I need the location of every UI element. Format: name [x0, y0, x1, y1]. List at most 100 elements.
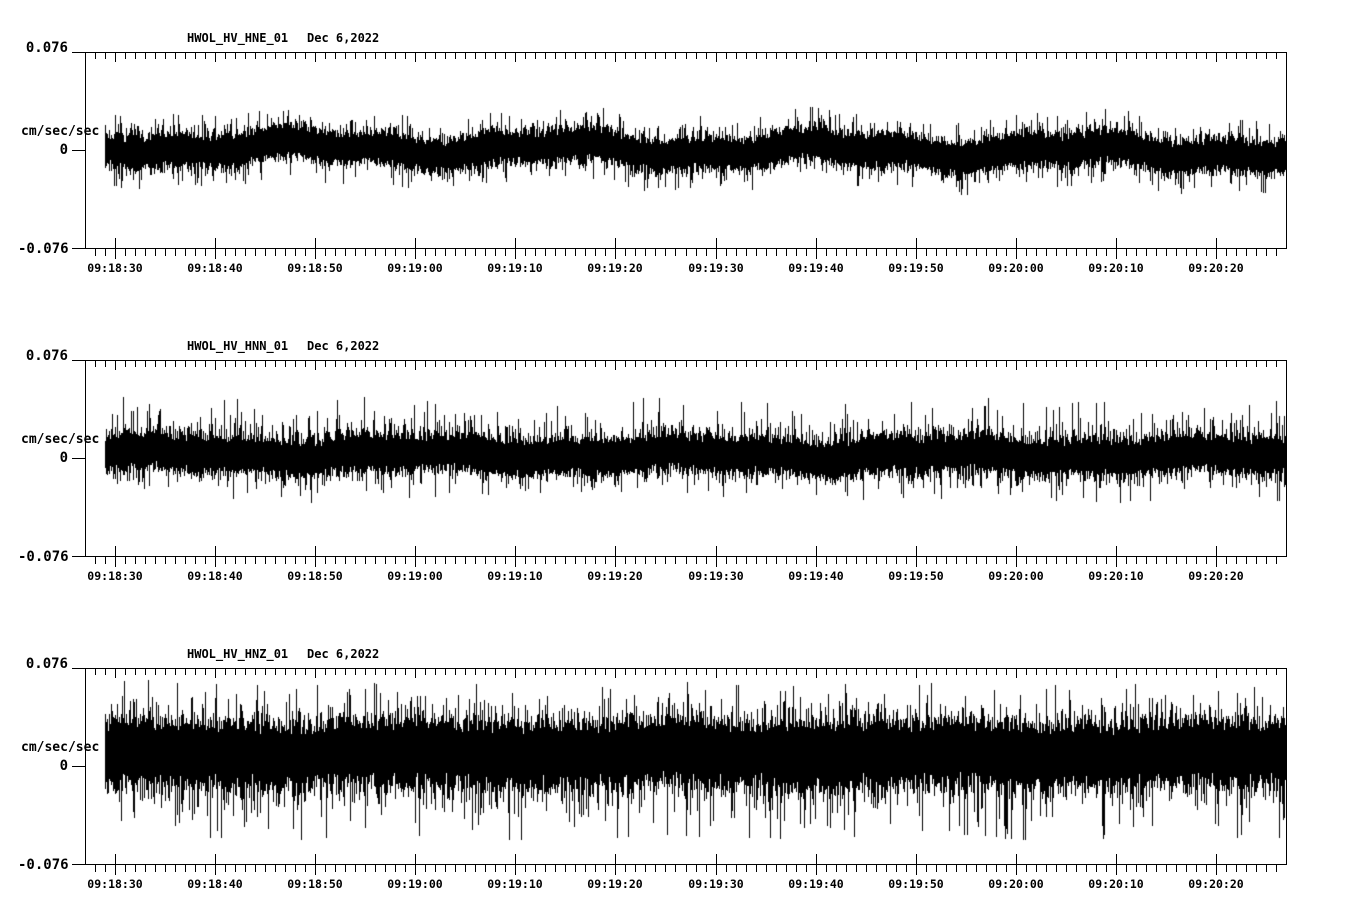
y-tick-label-zero: 0 [59, 758, 68, 774]
tick-mark-bottom [435, 249, 436, 256]
tick-mark-bottom [665, 557, 666, 564]
x-tick-label: 09:20:00 [988, 261, 1044, 275]
tick-mark-bottom [405, 865, 406, 872]
tick-mark-bottom [565, 249, 566, 256]
tick-mark-bottom [575, 249, 576, 256]
tick-mark-bottom [665, 865, 666, 872]
tick-mark-bottom [315, 546, 316, 567]
tick-mark-bottom [846, 249, 847, 256]
tick-mark-bottom [525, 557, 526, 564]
x-tick-label: 09:19:40 [788, 569, 844, 583]
tick-mark-bottom [265, 865, 266, 872]
tick-mark-bottom [846, 557, 847, 564]
tick-mark-bottom [495, 249, 496, 256]
tick-mark-bottom [625, 249, 626, 256]
tick-mark-bottom [205, 865, 206, 872]
tick-mark-bottom [1226, 557, 1227, 564]
tick-mark-bottom [255, 865, 256, 872]
panel-hnn: HWOL_HV_HNN_01 Dec 6,2022 0.076 cm/sec/s… [0, 308, 1358, 616]
tick-mark-bottom [1176, 557, 1177, 564]
tick-mark-bottom [135, 865, 136, 872]
tick-mark-bottom [105, 865, 106, 872]
x-tick-label: 09:19:50 [888, 569, 944, 583]
x-tick-label: 09:19:50 [888, 261, 944, 275]
panel-title-date: Dec 6,2022 [307, 339, 380, 353]
tick-mark-bottom [826, 557, 827, 564]
tick-mark-bottom [605, 557, 606, 564]
axis-line-top [72, 360, 1287, 361]
tick-mark-bottom [485, 557, 486, 564]
tick-mark-bottom [305, 249, 306, 256]
tick-mark-bottom [966, 249, 967, 256]
tick-mark-bottom [635, 557, 636, 564]
tick-mark-bottom [515, 546, 516, 567]
tick-mark-bottom [475, 557, 476, 564]
tick-mark-bottom [1076, 557, 1077, 564]
tick-mark-bottom [575, 865, 576, 872]
tick-mark-bottom [986, 557, 987, 564]
tick-mark-bottom [555, 865, 556, 872]
tick-mark-bottom [686, 249, 687, 256]
tick-mark-bottom [595, 865, 596, 872]
tick-mark-bottom [1106, 865, 1107, 872]
tick-mark-bottom [736, 865, 737, 872]
tick-mark-bottom [185, 249, 186, 256]
x-tick-label: 09:19:30 [688, 261, 744, 275]
tick-mark-bottom [585, 865, 586, 872]
tick-mark-bottom [195, 557, 196, 564]
tick-mark-bottom [435, 865, 436, 872]
tick-mark-bottom [95, 557, 96, 564]
tick-mark-bottom [886, 865, 887, 872]
axis-line-right [1286, 360, 1287, 557]
tick-mark-bottom [605, 249, 606, 256]
tick-mark-bottom [1006, 249, 1007, 256]
tick-mark-bottom [135, 557, 136, 564]
tick-mark-bottom [475, 865, 476, 872]
tick-mark-bottom [1246, 865, 1247, 872]
tick-mark-bottom [1196, 249, 1197, 256]
tick-mark-bottom [856, 865, 857, 872]
tick-mark-bottom [996, 249, 997, 256]
tick-mark-bottom [115, 854, 116, 875]
x-tick-label: 09:20:20 [1188, 877, 1244, 891]
axis-line-bottom [72, 248, 1287, 249]
tick-mark-bottom [1276, 865, 1277, 872]
tick-mark-bottom [806, 557, 807, 564]
tick-mark-bottom [1186, 557, 1187, 564]
tick-mark-bottom [275, 557, 276, 564]
tick-mark-bottom [475, 249, 476, 256]
tick-mark-bottom [726, 557, 727, 564]
tick-mark-bottom [946, 557, 947, 564]
tick-mark-bottom [525, 865, 526, 872]
y-tick-label-max: 0.076 [25, 656, 68, 672]
tick-mark-bottom [1006, 557, 1007, 564]
panel-title-station: HWOL_HV_HNN_01 [187, 339, 289, 353]
tick-mark-bottom [625, 557, 626, 564]
tick-mark-bottom [1036, 865, 1037, 872]
tick-mark-bottom [716, 238, 717, 259]
tick-mark-bottom [796, 557, 797, 564]
tick-mark-bottom [946, 865, 947, 872]
tick-mark-bottom [325, 557, 326, 564]
y-tick-label-max: 0.076 [25, 348, 68, 364]
tick-mark-bottom [1036, 249, 1037, 256]
tick-mark-bottom [776, 249, 777, 256]
tick-mark-bottom [1256, 557, 1257, 564]
tick-mark-bottom [1126, 557, 1127, 564]
tick-mark-bottom [796, 865, 797, 872]
tick-mark-bottom [1206, 865, 1207, 872]
tick-mark-bottom [1136, 557, 1137, 564]
tick-mark-bottom [1246, 249, 1247, 256]
tick-mark-bottom [545, 865, 546, 872]
x-tick-label: 09:18:40 [187, 569, 243, 583]
tick-mark-bottom [876, 249, 877, 256]
x-tick-label: 09:18:50 [287, 261, 343, 275]
tick-mark-bottom [1096, 249, 1097, 256]
tick-mark-bottom [505, 865, 506, 872]
tick-mark-bottom [625, 865, 626, 872]
tick-mark-bottom [746, 249, 747, 256]
tick-mark-bottom [1126, 249, 1127, 256]
tick-mark-bottom [786, 865, 787, 872]
tick-mark-bottom [615, 238, 616, 259]
tick-mark-bottom [485, 249, 486, 256]
